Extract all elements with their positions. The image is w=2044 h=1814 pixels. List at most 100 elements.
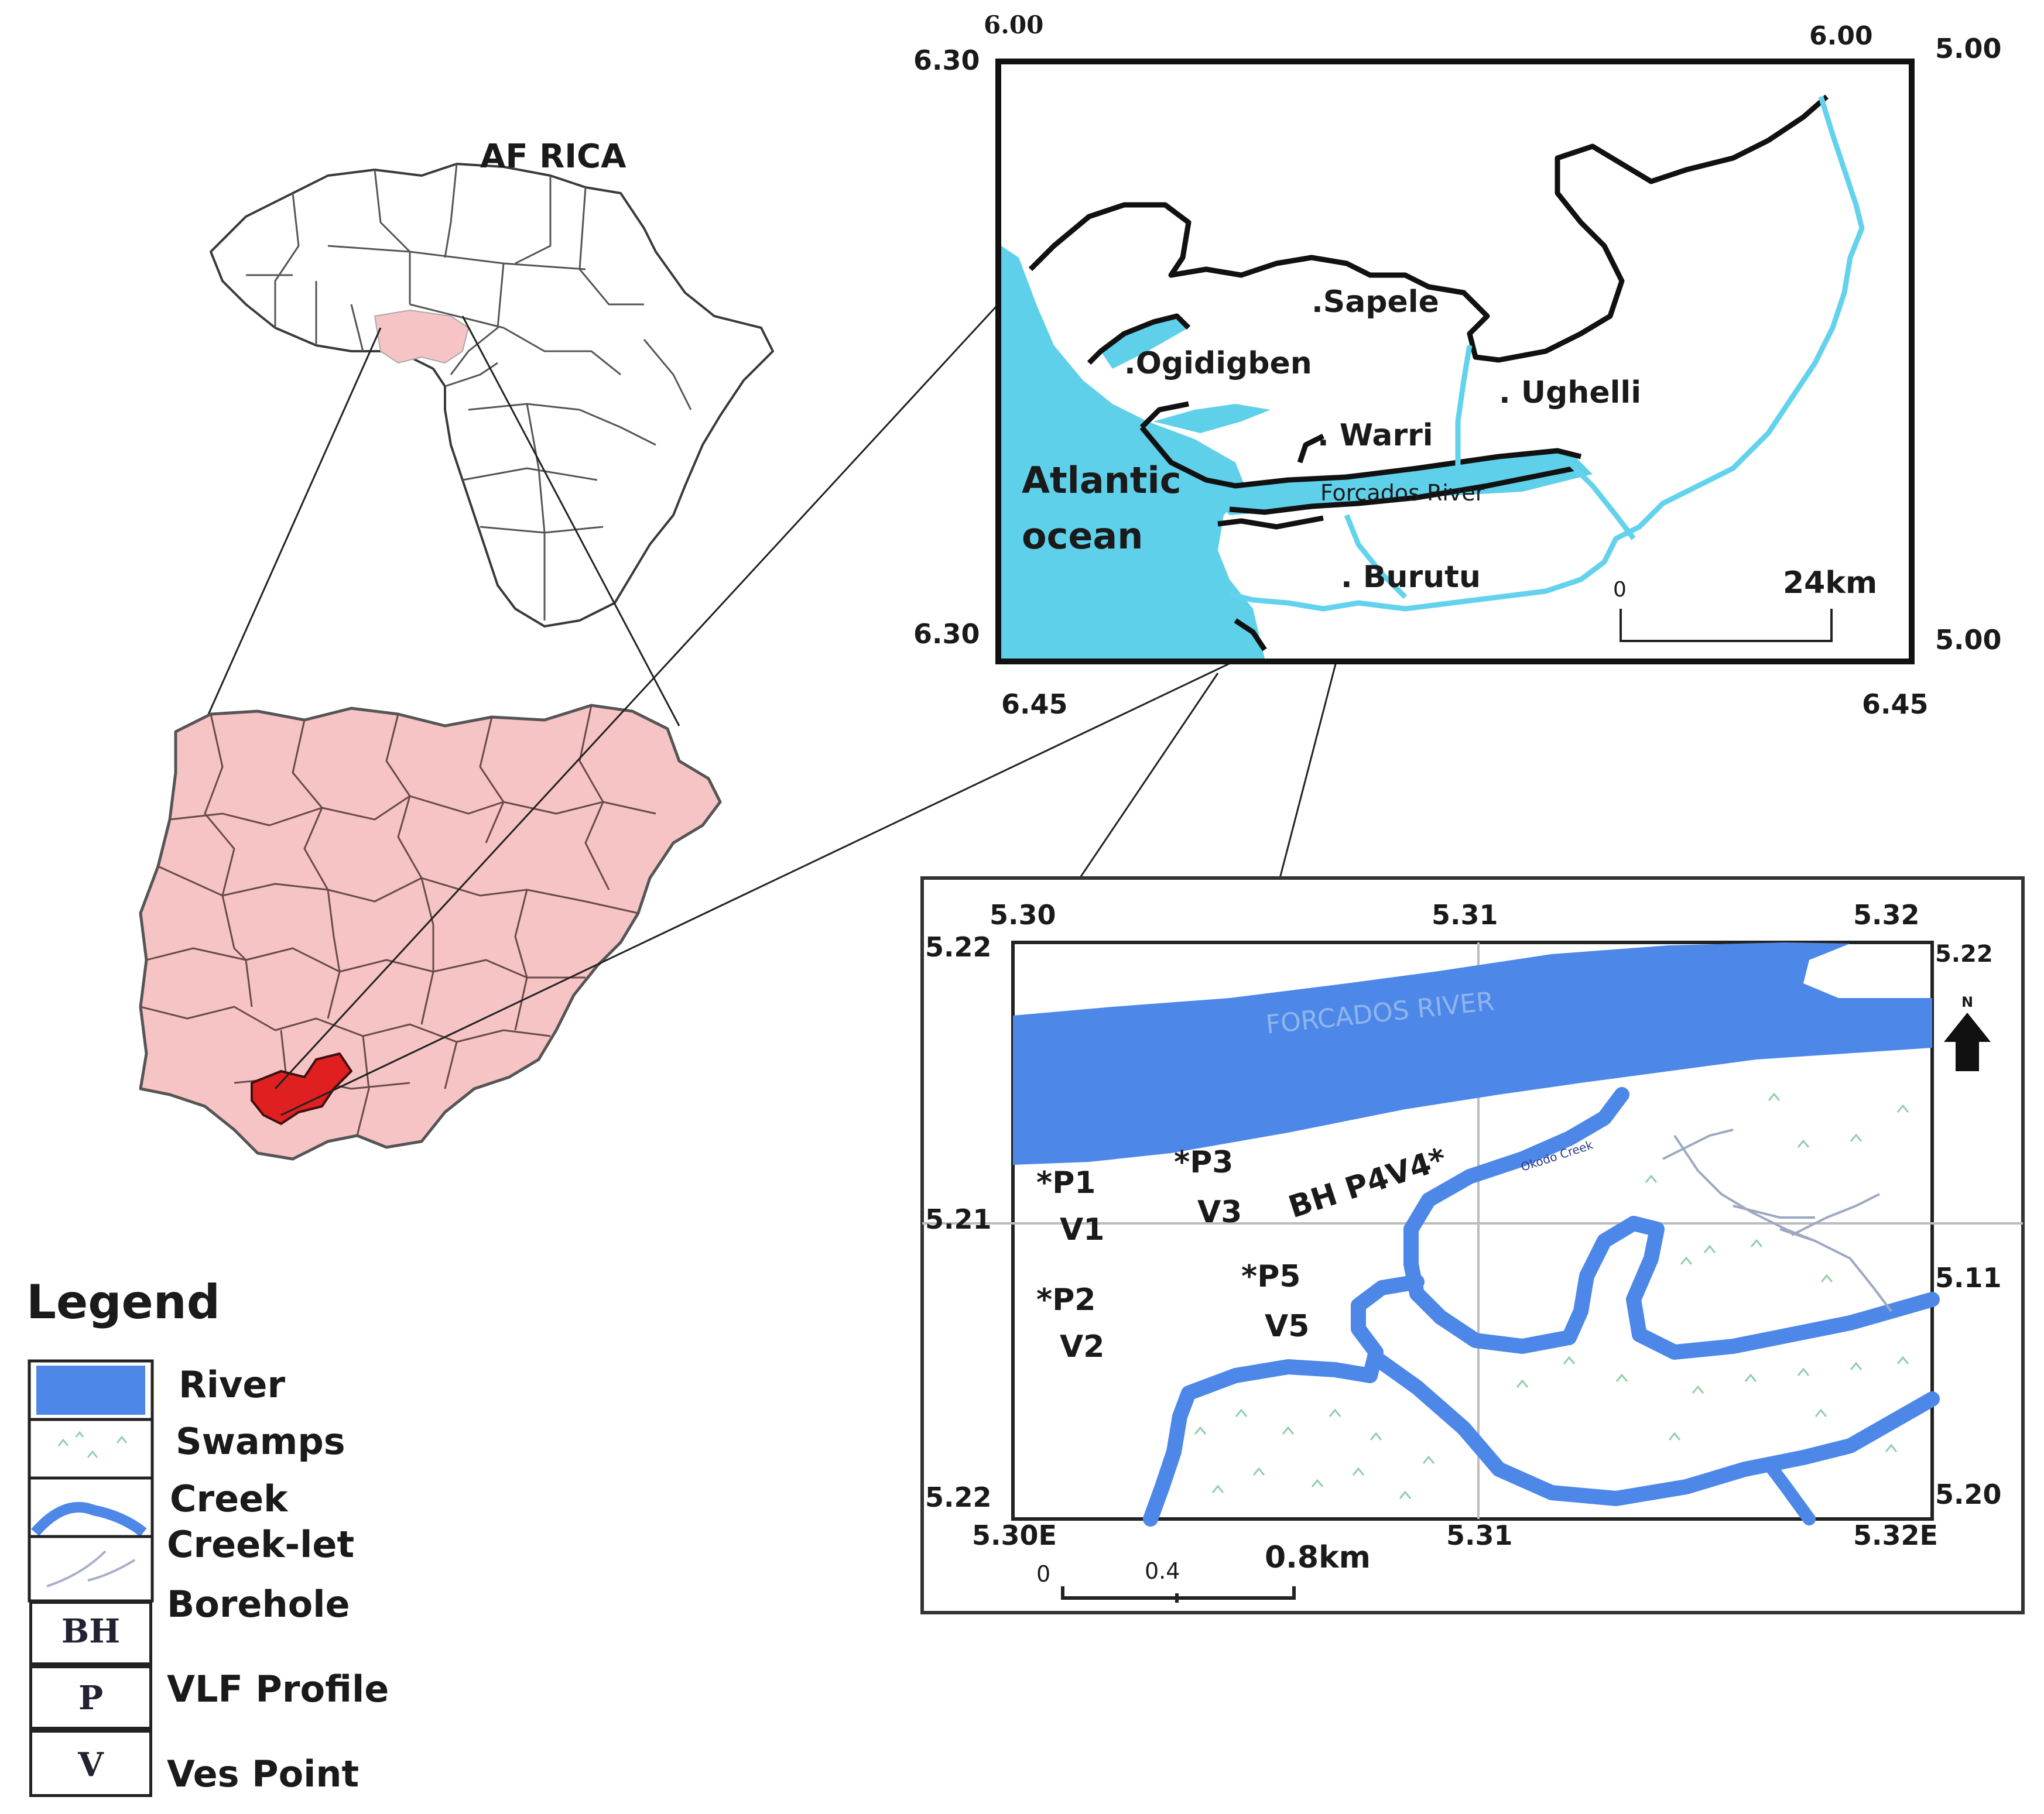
swamp-mark bbox=[1896, 1356, 1909, 1364]
study-right-tick-1: 5.22 bbox=[1935, 941, 1993, 968]
warri-label: . Warri bbox=[1317, 418, 1433, 453]
delta-scale-start: 0 bbox=[1613, 578, 1627, 602]
atlantic-label: Atlantic bbox=[1022, 459, 1182, 502]
north-arrow-icon bbox=[1944, 1013, 1991, 1071]
swamp-mark bbox=[1615, 1373, 1628, 1382]
swamp-mark bbox=[1768, 1092, 1781, 1101]
ughelli-label: . Ughelli bbox=[1499, 375, 1642, 410]
swamp-mark bbox=[1311, 1479, 1324, 1487]
swamp-mark bbox=[1329, 1408, 1341, 1417]
swamp-mark bbox=[1703, 1244, 1716, 1253]
delta-map bbox=[995, 59, 1915, 664]
legend-title: Legend bbox=[26, 1275, 220, 1329]
nigeria-on-africa bbox=[374, 310, 469, 364]
delta-top-right-lon: 6.00 bbox=[1809, 21, 1873, 51]
swamp-mark bbox=[1235, 1408, 1248, 1417]
swamp-mark bbox=[1744, 1373, 1757, 1382]
study-scale-start: 0 bbox=[1036, 1561, 1051, 1587]
creeklets bbox=[1662, 1129, 1892, 1312]
swamp-mark bbox=[1885, 1443, 1898, 1452]
swamp-mark bbox=[1692, 1385, 1704, 1394]
study-scale-mid: 0.4 bbox=[1145, 1558, 1180, 1584]
study-left-tick-3: 5.22 bbox=[925, 1482, 992, 1513]
study-bottom-tick-2: 5.31 bbox=[1446, 1520, 1513, 1551]
delta-state bbox=[251, 1052, 352, 1125]
legend-river-label: River bbox=[179, 1363, 286, 1406]
swamp-mark bbox=[1668, 1432, 1681, 1441]
vlf-symbol-text: P bbox=[78, 1679, 104, 1717]
legend-borehole-symbol: BH bbox=[29, 1601, 152, 1665]
delta-bottom-right-lon: 6.45 bbox=[1862, 688, 1929, 720]
swamp-mark bbox=[1645, 1174, 1658, 1183]
swamp-mark bbox=[1797, 1367, 1810, 1376]
swamp-mark bbox=[1211, 1484, 1224, 1493]
study-top-tick-2: 5.31 bbox=[1432, 899, 1498, 931]
swamp-mark bbox=[1252, 1467, 1265, 1476]
study-scale-bar bbox=[1061, 1586, 1296, 1603]
legend-creeklet-label: Creek-let bbox=[167, 1523, 355, 1566]
ocean-label: ocean bbox=[1022, 515, 1143, 557]
swamp-mark bbox=[1194, 1426, 1207, 1435]
point-v5: V5 bbox=[1265, 1309, 1310, 1344]
point-p5: *P5 bbox=[1241, 1259, 1301, 1294]
study-right-tick-2: 5.11 bbox=[1935, 1262, 2002, 1294]
study-bottom-tick-1: 5.30E bbox=[972, 1520, 1057, 1551]
sapele-label: .Sapele bbox=[1312, 284, 1439, 320]
swamp-mark bbox=[1850, 1133, 1862, 1142]
delta-scale-end: 24km bbox=[1783, 565, 1878, 601]
swamp-mark bbox=[1896, 1104, 1909, 1113]
legend-symbols bbox=[28, 1359, 154, 1603]
legend-swamps-label: Swamps bbox=[176, 1420, 345, 1463]
delta-bottom-left-lat: 6.30 bbox=[913, 618, 980, 650]
swamp-mark bbox=[1369, 1432, 1382, 1441]
africa-map bbox=[210, 163, 774, 627]
swamp-mark bbox=[1820, 1274, 1833, 1283]
study-scale-end: 0.8km bbox=[1265, 1540, 1371, 1575]
delta-rivers bbox=[1228, 95, 1865, 612]
swamp-mark bbox=[1399, 1490, 1412, 1499]
forcados-river-body bbox=[1200, 451, 1593, 515]
swamp-mark bbox=[1352, 1467, 1365, 1476]
delta-scale-bar bbox=[1620, 609, 1833, 642]
nigeria-outline bbox=[139, 704, 722, 1161]
legend-ves-label: Ves Point bbox=[167, 1753, 360, 1795]
north-label: N bbox=[1961, 994, 1974, 1010]
delta-bottom-right-lat: 5.00 bbox=[1935, 624, 2002, 656]
swamp-mark bbox=[1750, 1239, 1763, 1247]
swamp-mark bbox=[1422, 1455, 1435, 1464]
borehole-symbol-text: BH bbox=[61, 1612, 121, 1651]
study-right-tick-3: 5.20 bbox=[1935, 1479, 2002, 1510]
delta-top-right-lat: 5.00 bbox=[1935, 33, 2002, 64]
ogidigben-label: .Ogidigben bbox=[1124, 346, 1312, 381]
study-left-tick-2: 5.21 bbox=[925, 1203, 992, 1235]
point-v2: V2 bbox=[1060, 1329, 1105, 1364]
point-v1: V1 bbox=[1060, 1212, 1105, 1247]
study-bottom-tick-3: 5.32E bbox=[1853, 1520, 1938, 1551]
point-p1: *P1 bbox=[1036, 1165, 1096, 1201]
point-v3: V3 bbox=[1197, 1195, 1242, 1230]
forcados-river-label: Forcados River bbox=[1320, 480, 1485, 506]
forcados-river bbox=[1013, 942, 1932, 1165]
study-top-tick-3: 5.32 bbox=[1853, 899, 1920, 931]
africa-outline bbox=[210, 163, 774, 627]
swamp-mark bbox=[1516, 1379, 1529, 1388]
atlantic-ocean bbox=[1001, 246, 1265, 659]
study-area-map bbox=[920, 876, 2025, 1614]
legend-vlf-label: VLF Profile bbox=[167, 1668, 389, 1710]
legend-ves-symbol: V bbox=[29, 1730, 152, 1797]
africa-label: AF RICA bbox=[480, 138, 626, 176]
ves-symbol-text: V bbox=[78, 1746, 104, 1784]
swamp-mark bbox=[1850, 1362, 1862, 1370]
delta-top-left-lat: 6.30 bbox=[913, 44, 980, 76]
legend-creek-label: Creek bbox=[170, 1477, 288, 1520]
legend-borehole-label: Borehole bbox=[167, 1583, 350, 1626]
legend-vlf-symbol: P bbox=[29, 1665, 152, 1730]
burutu-label: . Burutu bbox=[1341, 560, 1481, 595]
study-left-tick-1: 5.22 bbox=[925, 931, 992, 963]
swamp-mark bbox=[1680, 1256, 1693, 1265]
land-outlines bbox=[1028, 94, 1829, 651]
point-p3: *P3 bbox=[1174, 1145, 1234, 1180]
swamp-mark bbox=[1563, 1356, 1576, 1364]
point-p2: *P2 bbox=[1036, 1283, 1096, 1318]
